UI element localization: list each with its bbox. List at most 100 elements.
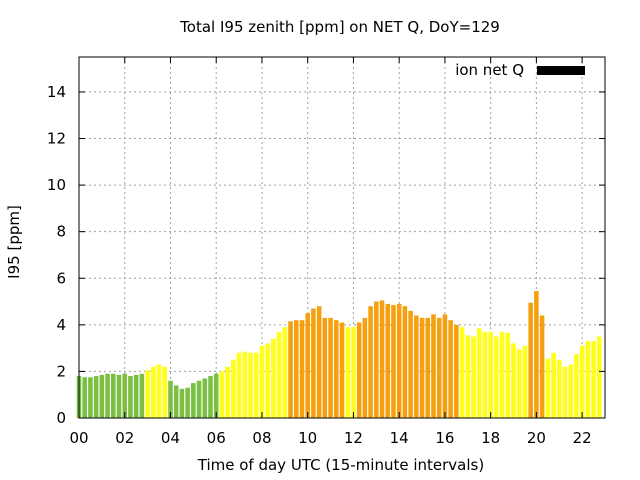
- bar: [408, 310, 413, 418]
- bar: [374, 301, 379, 418]
- legend: ion net Q: [455, 61, 585, 79]
- bar: [362, 317, 368, 418]
- y-axis-label: I95 [ppm]: [5, 205, 23, 279]
- bar: [385, 303, 391, 418]
- bars: [76, 291, 602, 418]
- bar: [122, 373, 128, 418]
- x-tick-label: 16: [435, 429, 454, 447]
- bar: [282, 327, 288, 418]
- bar: [534, 291, 539, 418]
- bar: [248, 352, 253, 418]
- bar: [151, 366, 156, 418]
- bar: [431, 314, 436, 418]
- bar: [414, 315, 419, 418]
- bar: [436, 317, 442, 418]
- bar: [173, 385, 179, 418]
- bar: [419, 317, 425, 418]
- x-tick-label: 18: [481, 429, 500, 447]
- bar: [339, 322, 345, 418]
- legend-swatch: [537, 66, 585, 75]
- bar: [476, 328, 482, 418]
- bar: [579, 345, 585, 418]
- bar: [111, 373, 116, 418]
- chart-title: Total I95 zenith [ppm] on NET Q, DoY=129: [179, 18, 500, 36]
- bar: [305, 313, 310, 418]
- bar: [351, 327, 356, 418]
- bar: [311, 308, 316, 418]
- bar: [116, 374, 122, 418]
- bar: [379, 300, 385, 418]
- x-tick-label: 02: [115, 429, 134, 447]
- bar: [168, 380, 173, 418]
- bar: [288, 321, 293, 418]
- bar: [196, 380, 202, 418]
- y-tick-label: 12: [47, 130, 66, 148]
- bar: [202, 378, 208, 418]
- bar: [425, 317, 431, 418]
- bar: [556, 359, 562, 418]
- x-tick-label: 04: [161, 429, 180, 447]
- bar: [322, 317, 328, 418]
- bar: [236, 352, 242, 418]
- bar: [271, 338, 276, 418]
- bar: [391, 305, 396, 418]
- bar: [454, 324, 459, 418]
- bar: [225, 366, 230, 418]
- bar: [596, 336, 602, 418]
- bar: [253, 352, 259, 418]
- bar: [494, 336, 499, 418]
- bar: [156, 364, 162, 418]
- y-tick-label: 8: [56, 223, 66, 241]
- bar: [259, 345, 265, 418]
- bar: [568, 364, 573, 418]
- bar: [482, 331, 488, 418]
- legend-label: ion net Q: [455, 61, 524, 79]
- bar: [242, 351, 248, 418]
- x-tick-label: 14: [390, 429, 409, 447]
- bar: [522, 345, 528, 418]
- bar: [562, 366, 568, 418]
- bar: [133, 374, 139, 418]
- bar: [528, 302, 533, 418]
- x-tick-label: 06: [207, 429, 226, 447]
- y-tick-label: 2: [56, 362, 66, 380]
- bar: [465, 335, 471, 418]
- bar: [276, 331, 282, 418]
- bar: [488, 331, 493, 418]
- bar: [396, 303, 402, 418]
- bar: [448, 320, 453, 418]
- y-tick-label: 0: [56, 409, 66, 427]
- bar: [213, 373, 219, 418]
- bar: [316, 306, 322, 418]
- bar: [585, 341, 591, 418]
- bar: [539, 315, 545, 418]
- bar: [505, 332, 511, 418]
- x-tick-label: 10: [298, 429, 317, 447]
- bar: [368, 306, 373, 418]
- bar: [345, 327, 351, 418]
- bar: [471, 336, 476, 418]
- bar: [82, 377, 88, 418]
- y-tick-label: 14: [47, 83, 66, 101]
- bar: [299, 320, 305, 418]
- bar: [145, 370, 150, 418]
- bar: [551, 352, 556, 418]
- bar: [88, 377, 93, 418]
- plot-frame: [78, 56, 606, 419]
- bar: [93, 376, 99, 418]
- bar: [208, 376, 213, 418]
- bar: [516, 349, 522, 418]
- bar: [162, 366, 168, 418]
- bar: [139, 373, 145, 418]
- bar: [459, 327, 465, 418]
- bar: [265, 343, 270, 418]
- y-tick-label: 4: [56, 316, 66, 334]
- bar: [442, 314, 448, 418]
- x-tick-label: 22: [573, 429, 592, 447]
- bar: [219, 371, 225, 418]
- bar: [99, 374, 105, 418]
- x-tick-label: 00: [69, 429, 88, 447]
- bar: [185, 387, 190, 418]
